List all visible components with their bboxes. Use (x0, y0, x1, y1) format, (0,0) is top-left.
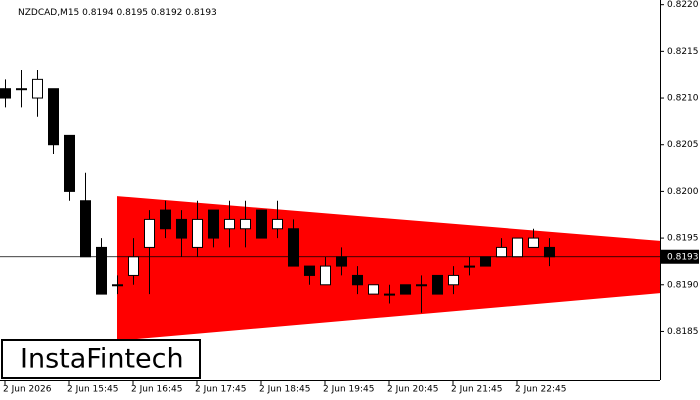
y-tick-label: 0.8205 (667, 140, 699, 150)
candle-body (464, 265, 475, 268)
candle-body (368, 284, 379, 295)
triangle-pattern (117, 196, 660, 341)
x-tick-label: 2 Jun 22:45 (515, 385, 566, 395)
candle-body (144, 218, 155, 248)
open-price: 0.8194 (82, 8, 114, 18)
x-tick-label: 2 Jun 19:45 (323, 385, 374, 395)
candle-body (128, 256, 139, 276)
candle-body (192, 218, 203, 248)
candle-body (96, 246, 107, 295)
candle-body (208, 209, 219, 239)
last-price-box (661, 249, 699, 264)
x-tick-label: 2 Jun 17:45 (195, 385, 246, 395)
y-tick-label: 0.8220 (667, 0, 699, 10)
y-tick-label: 0.8195 (667, 234, 699, 244)
y-tick-label: 0.8185 (667, 327, 699, 337)
candle-body (528, 237, 539, 248)
symbol: NZDCAD,M15 (18, 8, 79, 18)
watermark-box (1, 339, 201, 379)
x-tick-label: 2 Jun 16:45 (131, 385, 182, 395)
x-tick-label: 2 Jun 20:45 (387, 385, 438, 395)
candle-body (288, 228, 299, 267)
candle-body (352, 274, 363, 286)
candle-body (224, 218, 235, 230)
high-price: 0.8195 (117, 8, 149, 18)
candle-body (384, 293, 395, 296)
watermark: InstaFintech (20, 344, 184, 375)
candle-body (400, 284, 411, 295)
x-tick-label: 2 Jun 21:45 (451, 385, 502, 395)
x-tick-label: 2 Jun 15:45 (67, 385, 118, 395)
candle-body (416, 284, 427, 287)
last-price-label: 0.8193 (667, 252, 699, 262)
candle-body (176, 218, 187, 239)
y-tick-label: 0.8210 (667, 94, 699, 104)
candle-body (112, 284, 123, 287)
y-tick-label: 0.8215 (667, 47, 699, 57)
candle-body (160, 209, 171, 230)
candle-body (432, 274, 443, 295)
candle-body (448, 274, 459, 286)
candle-body (544, 246, 555, 258)
y-tick-label: 0.8200 (667, 187, 699, 197)
candle-body (48, 88, 59, 146)
y-tick-label: 0.8190 (667, 280, 699, 290)
candle-body (480, 256, 491, 267)
candle-body (496, 246, 507, 258)
candle-body (16, 88, 27, 91)
candle-body (304, 265, 315, 276)
x-tick-label: 2 Jun 18:45 (259, 385, 310, 395)
candle-body (0, 88, 11, 99)
candle-body (272, 218, 283, 230)
candle-body (80, 200, 91, 258)
header: NZDCAD,M15 0.8194 0.8195 0.8192 0.8193 (18, 8, 217, 18)
low-price: 0.8192 (151, 8, 183, 18)
close-price: 0.8193 (185, 8, 217, 18)
candle-body (320, 265, 331, 286)
candle-body (512, 237, 523, 258)
candle-body (240, 218, 251, 230)
plot (0, 70, 660, 341)
candle-body (256, 209, 267, 239)
candle-body (32, 78, 43, 99)
candle-body (336, 256, 347, 267)
x-tick-label: 2 Jun 2026 (3, 385, 52, 395)
candle-body (64, 134, 75, 192)
